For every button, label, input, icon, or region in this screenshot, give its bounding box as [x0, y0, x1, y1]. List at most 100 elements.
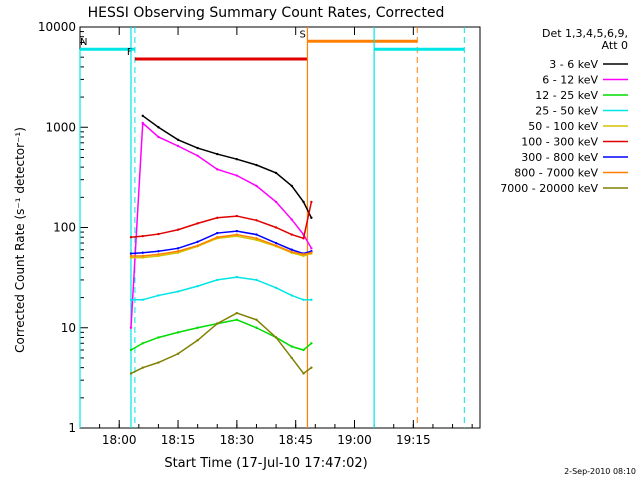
data-point	[255, 184, 258, 188]
data-point	[235, 158, 239, 161]
data-point	[141, 256, 144, 259]
legend-label: 50 - 100 keV	[528, 120, 598, 133]
data-point	[310, 342, 313, 345]
data-point	[129, 236, 133, 239]
legend-label: 3 - 6 keV	[549, 58, 598, 71]
data-point	[216, 231, 219, 235]
data-point	[235, 311, 239, 315]
flag-label: N	[80, 37, 87, 48]
data-point	[255, 278, 258, 282]
data-point	[255, 163, 258, 167]
data-point	[274, 171, 278, 175]
data-point	[157, 253, 160, 256]
data-point	[290, 248, 293, 251]
data-point	[141, 251, 144, 254]
data-point	[176, 352, 180, 355]
legend-label: 6 - 12 keV	[542, 74, 598, 87]
data-point	[129, 298, 133, 302]
y-tick-label: 1	[68, 421, 76, 435]
legend-label: 7000 - 20000 keV	[500, 182, 598, 195]
data-point	[129, 252, 133, 255]
data-point	[274, 244, 278, 247]
data-point	[157, 250, 160, 253]
data-point	[302, 237, 305, 240]
data-point	[141, 298, 144, 302]
data-point	[129, 326, 133, 329]
data-point	[274, 286, 278, 290]
legend-label: 25 - 50 keV	[535, 105, 598, 118]
data-point	[274, 336, 278, 339]
plot-frame	[79, 26, 481, 429]
data-point	[141, 254, 144, 258]
data-point	[310, 247, 313, 250]
data-point	[274, 241, 278, 245]
data-point	[235, 233, 239, 236]
series-line	[130, 121, 313, 328]
data-point	[290, 294, 293, 297]
data-point	[302, 348, 305, 352]
data-point	[290, 250, 293, 254]
data-point	[196, 146, 199, 150]
data-point	[157, 254, 160, 258]
data-point	[255, 233, 258, 236]
y-axis-label: Corrected Count Rate (s⁻¹ detector⁻¹)	[13, 127, 27, 353]
data-point	[290, 233, 293, 236]
data-point	[129, 372, 133, 375]
data-point	[255, 318, 258, 322]
x-tick-label: 18:30	[220, 433, 255, 447]
series-line	[130, 235, 312, 259]
data-point	[157, 126, 160, 129]
data-point	[176, 250, 180, 253]
data-point	[235, 318, 239, 322]
data-point	[255, 238, 258, 242]
y-tick-label: 10000	[38, 20, 76, 34]
data-point	[216, 278, 219, 282]
x-tick-label: 19:00	[337, 433, 372, 447]
plot-area: 18:00 18:15 18:30 18:45 19:00 19:15 1 10 100 1000…	[38, 20, 481, 447]
data-point	[141, 366, 144, 369]
y-tick-label: 100	[53, 221, 76, 235]
data-point	[129, 256, 133, 259]
data-point	[141, 234, 144, 238]
data-point	[310, 251, 313, 254]
series-line	[130, 312, 312, 375]
data-point	[290, 218, 293, 221]
y-tick-label: 1000	[45, 120, 76, 134]
data-point	[157, 135, 160, 139]
data-point	[310, 200, 313, 204]
data-point	[176, 144, 180, 148]
series-line	[130, 201, 313, 240]
data-point	[302, 298, 305, 302]
data-point	[235, 229, 239, 233]
legend-label: 800 - 7000 keV	[514, 167, 598, 180]
data-point	[235, 214, 239, 218]
data-point	[129, 254, 133, 258]
data-point	[196, 244, 199, 247]
data-point	[141, 114, 144, 118]
data-point	[274, 226, 278, 229]
data-point	[176, 247, 180, 250]
y-tick-label: 10	[61, 321, 76, 335]
data-point	[302, 253, 305, 256]
data-point	[196, 240, 199, 244]
series-line	[130, 276, 312, 301]
data-point	[141, 342, 144, 345]
data-point	[196, 222, 199, 225]
data-point	[255, 326, 258, 329]
data-point	[290, 345, 293, 348]
data-point	[176, 331, 180, 334]
series-line	[130, 233, 312, 257]
x-tick-label: 18:45	[278, 433, 313, 447]
data-point	[235, 174, 239, 177]
data-point	[302, 372, 305, 375]
data-point	[302, 200, 305, 204]
data-point	[274, 200, 278, 204]
data-point	[290, 184, 293, 188]
data-point	[196, 154, 199, 157]
data-point	[255, 219, 258, 222]
data-point	[141, 121, 144, 125]
footer-timestamp: 2-Sep-2010 08:10	[564, 467, 636, 476]
legend: Det 1,3,4,5,6,9,Att 0 3 - 6 keV 6 - 12 keV…	[500, 27, 628, 195]
data-point	[216, 216, 219, 219]
